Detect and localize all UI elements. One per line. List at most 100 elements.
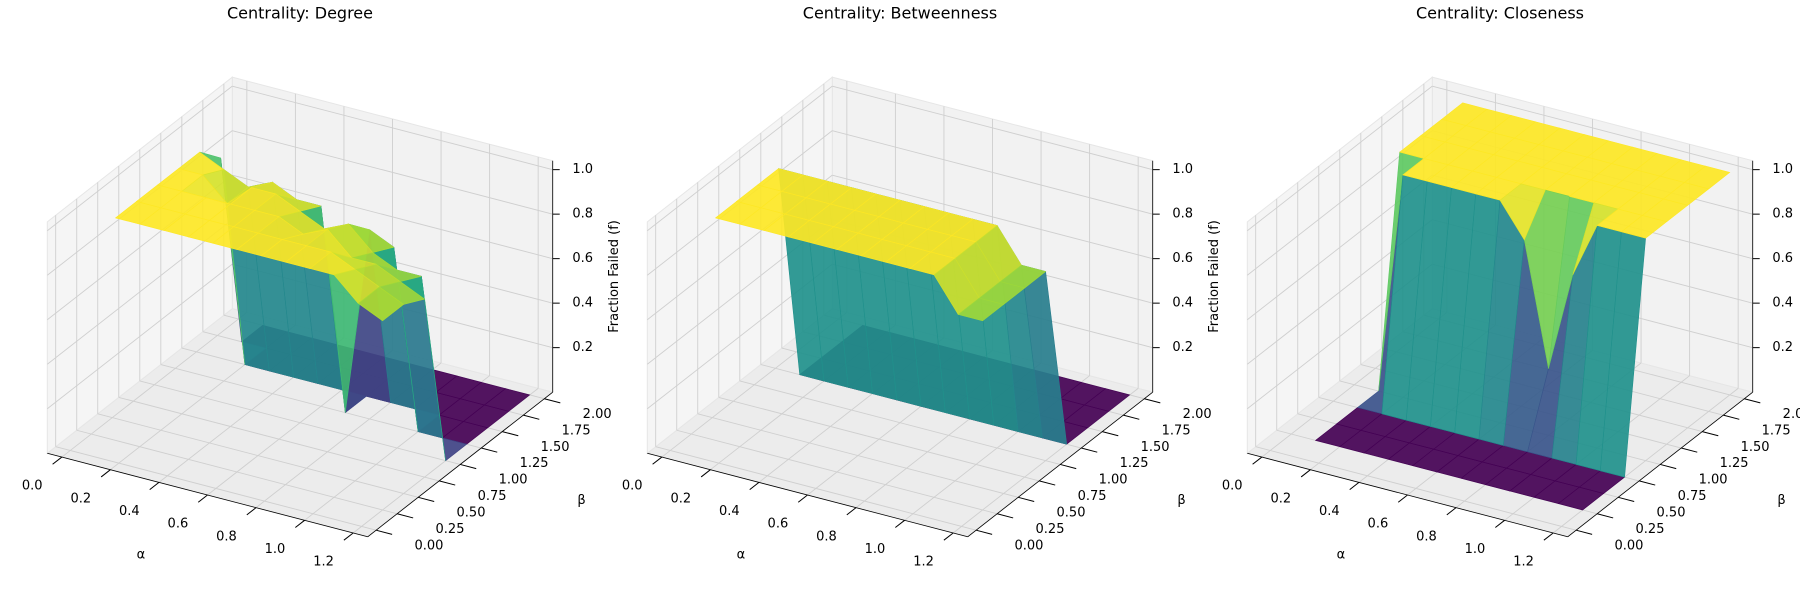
- grid-line: [139, 380, 461, 465]
- grid-line: [655, 446, 977, 531]
- tick-mark: [1060, 463, 1077, 470]
- x-tick-label: 0.8: [816, 529, 837, 544]
- tick-mark: [1018, 496, 1035, 502]
- tick-mark: [295, 519, 305, 528]
- grid-line: [47, 263, 233, 410]
- axis-line: [1247, 452, 1568, 538]
- z-tick-label: 0.8: [1772, 207, 1793, 222]
- tick-mark: [997, 513, 1014, 519]
- x-axis-label: α: [137, 548, 146, 563]
- surface-facet: [957, 297, 1005, 322]
- y-tick-label: 0.00: [415, 538, 444, 553]
- grid-line: [97, 413, 419, 498]
- x-tick-label: 0.8: [1416, 529, 1437, 544]
- chart-title: Centrality: Degree: [227, 4, 373, 23]
- subplot: Centrality: Closeness 0.0 0.2 0.4 0.6 0.8 1.0 1…: [1222, 4, 1800, 570]
- tick-mark: [1446, 507, 1457, 516]
- y-tick-label: 0.00: [1015, 538, 1044, 553]
- tick-mark: [652, 456, 663, 465]
- grid-line: [718, 396, 1040, 482]
- grid-line: [1255, 446, 1577, 531]
- y-tick-label: 1.00: [499, 473, 528, 488]
- x-axis-label: α: [737, 548, 746, 563]
- z-axis-label: Fraction Failed (f): [607, 220, 622, 333]
- grid-line: [47, 219, 233, 365]
- z-tick-label: 1.0: [572, 162, 593, 177]
- y-tick-label: 0.25: [1036, 522, 1065, 537]
- tick-mark: [975, 529, 993, 535]
- z-tick-label: 1.0: [1172, 162, 1193, 177]
- tick-mark: [544, 398, 561, 404]
- tick-mark: [1081, 447, 1098, 453]
- y-tick-label: 1.50: [541, 440, 570, 455]
- grid-line: [118, 396, 440, 482]
- tick-mark: [1252, 456, 1263, 465]
- x-tick-label: 0.6: [768, 517, 789, 532]
- grid-line: [739, 380, 1061, 465]
- y-tick-label: 1.25: [1720, 456, 1749, 471]
- grid-line: [47, 85, 233, 232]
- tick-mark: [895, 519, 905, 528]
- x-tick-label: 0.6: [1368, 517, 1389, 532]
- surface-facet: [1620, 215, 1668, 239]
- surface-facet: [1557, 486, 1605, 511]
- grid-line: [232, 130, 553, 215]
- tick-mark: [1543, 532, 1554, 541]
- tick-mark: [52, 456, 63, 465]
- tick-mark: [1495, 519, 1505, 528]
- x-tick-label: 0.0: [1222, 479, 1243, 494]
- tick-mark: [1123, 414, 1140, 420]
- tick-mark: [1723, 414, 1740, 420]
- z-tick-label: 0.6: [572, 251, 593, 266]
- tick-mark: [149, 481, 160, 490]
- tick-mark: [700, 469, 711, 478]
- y-tick-label: 0.50: [1057, 506, 1086, 521]
- y-tick-label: 2.00: [1783, 407, 1800, 422]
- y-tick-label: 1.50: [1741, 440, 1770, 455]
- axis-line: [967, 391, 1153, 538]
- y-tick-label: 0.00: [1615, 538, 1644, 553]
- x-tick-label: 1.0: [865, 542, 886, 557]
- x-tick-label: 0.0: [22, 479, 43, 494]
- tick-mark: [1300, 469, 1311, 478]
- tick-mark: [943, 532, 954, 541]
- x-tick-label: 0.2: [1270, 491, 1291, 506]
- z-tick-label: 0.8: [1172, 207, 1193, 222]
- grid-line: [832, 85, 1153, 171]
- surface-facet: [357, 286, 405, 322]
- x-tick-label: 1.2: [913, 555, 934, 570]
- y-tick-label: 0.25: [436, 522, 465, 537]
- x-tick-label: 0.6: [168, 517, 189, 532]
- z-tick-label: 0.2: [1172, 340, 1193, 355]
- y-tick-label: 1.75: [562, 423, 591, 438]
- x-tick-label: 0.2: [70, 491, 91, 506]
- x-tick-label: 1.2: [313, 555, 334, 570]
- chart-title: Centrality: Betweenness: [803, 4, 997, 23]
- tick-mark: [481, 447, 498, 453]
- tick-mark: [1349, 481, 1360, 490]
- x-axis-label: α: [1337, 548, 1346, 563]
- tick-mark: [523, 414, 540, 420]
- grid-line: [1247, 85, 1433, 232]
- y-tick-label: 0.75: [1078, 489, 1107, 504]
- y-axis-label: β: [1777, 493, 1785, 508]
- tick-mark: [1660, 463, 1677, 470]
- tick-mark: [1618, 496, 1635, 502]
- y-tick-label: 2.00: [1183, 407, 1212, 422]
- z-tick-label: 0.6: [1172, 251, 1193, 266]
- y-tick-label: 0.75: [478, 489, 507, 504]
- subplot: Centrality: Degree 0.0 0.2 0.4 0.6 0.8 1.0 1.2 α…: [22, 4, 622, 570]
- x-tick-label: 1.0: [1465, 542, 1486, 557]
- tick-mark: [846, 507, 857, 516]
- y-tick-label: 0.75: [1678, 489, 1707, 504]
- tick-mark: [375, 529, 393, 535]
- y-tick-label: 0.50: [457, 506, 486, 521]
- tick-mark: [397, 513, 414, 519]
- grid-line: [697, 413, 1019, 498]
- tick-mark: [197, 494, 208, 503]
- z-tick-label: 0.8: [572, 207, 593, 222]
- y-tick-label: 1.25: [1120, 456, 1149, 471]
- tick-mark: [1597, 513, 1614, 519]
- y-tick-label: 0.25: [1636, 522, 1665, 537]
